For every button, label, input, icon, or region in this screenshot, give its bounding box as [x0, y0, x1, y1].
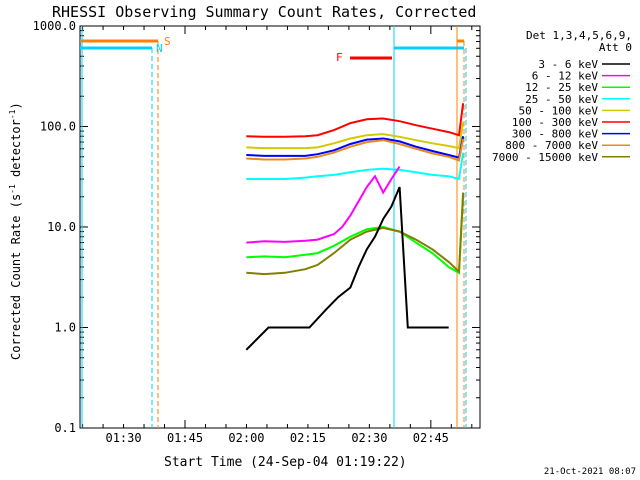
x-tick-label: 02:15	[290, 431, 326, 445]
y-tick-label: 100.0	[40, 120, 76, 134]
night-flag-label: N	[156, 42, 163, 55]
y-axis-label-mid: detector	[9, 119, 23, 184]
series-line-2	[246, 136, 465, 159]
x-axis-label: Start Time (24-Sep-04 01:19:22)	[164, 455, 407, 470]
y-axis-label-end: )	[9, 102, 23, 109]
series-line-3	[246, 138, 465, 162]
series-line-4	[246, 152, 465, 181]
y-tick-label: 10.0	[47, 220, 76, 234]
flag-lines	[80, 26, 467, 428]
series-line-1	[246, 122, 465, 150]
x-tick-label: 01:30	[105, 431, 141, 445]
legend-header-2: Att 0	[599, 41, 632, 54]
series-line-5	[246, 165, 401, 244]
legend-entry-label: 25 - 50 keV	[525, 93, 598, 106]
legend-entry-label: 300 - 800 keV	[512, 128, 598, 141]
y-tick-label: 1.0	[54, 321, 76, 335]
y-axis-label: Corrected Count Rate (s-1 detector-1)	[8, 102, 23, 360]
footer-date: 21-Oct-2021 08:07	[544, 467, 636, 477]
legend-entry-label: 100 - 300 keV	[512, 116, 598, 129]
y-axis-ticks: 1000.0 100.0 10.0 1.0 0.1	[33, 19, 480, 435]
chart-title: RHESSI Observing Summary Count Rates, Co…	[52, 3, 476, 21]
saa-flag-label: S	[164, 35, 171, 48]
y-tick-label: 0.1	[54, 421, 76, 435]
x-tick-label: 02:30	[351, 431, 387, 445]
legend-entry-label: 6 - 12 keV	[532, 70, 599, 83]
legend-entry-label: 3 - 6 keV	[538, 58, 598, 71]
series-group	[245, 103, 465, 351]
flare-flag-label: F	[336, 51, 343, 64]
legend-entry-label: 50 - 100 keV	[519, 104, 599, 117]
legend-entry-label: 12 - 25 keV	[525, 81, 598, 94]
y-axis-label-main: Corrected Count Rate (s	[9, 194, 23, 360]
series-line-6	[246, 196, 465, 275]
series-line-7	[246, 192, 465, 276]
y-tick-label: 1000.0	[33, 19, 76, 33]
x-tick-label: 02:00	[228, 431, 264, 445]
legend-header-1: Det 1,3,4,5,6,9,	[526, 29, 632, 42]
y-axis-label-sup: -1	[8, 184, 17, 194]
series-line-0	[246, 103, 465, 138]
x-axis-ticks: 01:30 01:45 02:00 02:15 02:30 02:45	[82, 26, 473, 445]
y-axis-label-sup2: -1	[8, 109, 17, 119]
flags-text: SN F	[156, 35, 343, 64]
x-tick-label: 01:45	[167, 431, 203, 445]
x-tick-label: 02:45	[413, 431, 449, 445]
legend-entry-label: 800 - 7000 keV	[505, 139, 598, 152]
series-line-8	[245, 186, 449, 351]
legend-entry-label: 7000 - 15000 keV	[492, 151, 598, 164]
